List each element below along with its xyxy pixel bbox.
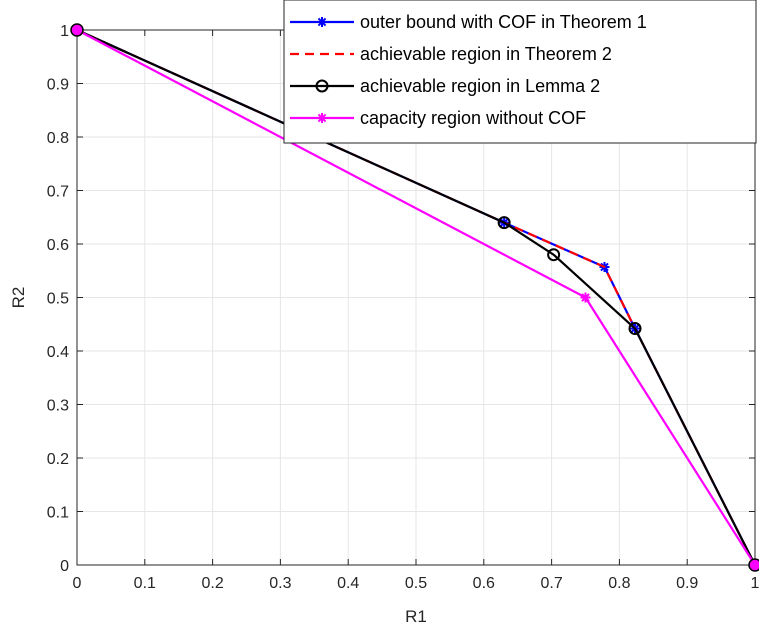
data-point: [547, 248, 561, 262]
x-tick-label: 0.3: [269, 575, 291, 592]
x-tick-label: 0.1: [134, 575, 156, 592]
legend-swatch-marker: [317, 113, 327, 123]
y-tick-label: 1: [60, 23, 69, 40]
legend-box: [283, 0, 757, 144]
legend-item: outer bound with COF in Theorem 1: [290, 12, 647, 32]
legend: outer bound with COF in Theorem 1 achieva…: [283, 0, 757, 144]
data-point: [497, 216, 511, 230]
y-axis-label: R2: [9, 287, 28, 309]
x-tick-label: 0.2: [201, 575, 223, 592]
data-point: [70, 23, 84, 37]
x-tick-label: 0.7: [540, 575, 562, 592]
x-tick-label: 0.4: [337, 575, 359, 592]
data-point: [580, 292, 591, 303]
legend-item: achievable region in Theorem 2: [290, 44, 612, 64]
legend-label: achievable region in Theorem 2: [360, 44, 612, 64]
legend-swatch-marker: [317, 17, 327, 27]
y-tick-label: 0.5: [47, 291, 69, 308]
y-tick-label: 0.9: [47, 77, 69, 94]
y-tick-label: 0: [60, 558, 69, 575]
x-tick-label: 0.8: [608, 575, 630, 592]
y-tick-label: 0.7: [47, 184, 69, 201]
legend-swatch-marker: [315, 79, 329, 93]
legend-item: capacity region without COF: [290, 108, 586, 128]
y-tick-label: 0.8: [47, 130, 69, 147]
legend-label: achievable region in Lemma 2: [360, 76, 600, 96]
axis-ticks: 0 0.1 0.2 0.3 0.4 0.5 0.6 0.7 0.8 0.9 1 0 0.1 0.2 0.3 0…: [47, 23, 759, 592]
legend-item: achievable region in Lemma 2: [290, 76, 600, 96]
x-tick-label: 0.9: [676, 575, 698, 592]
y-tick-label: 0.4: [47, 344, 69, 361]
y-tick-label: 0.6: [47, 237, 69, 254]
x-axis-label: R1: [405, 607, 427, 626]
endpoint-markers: [70, 23, 759, 572]
x-tick-label: 1: [751, 575, 759, 592]
legend-label: outer bound with COF in Theorem 1: [360, 12, 647, 32]
data-point: [748, 558, 759, 572]
y-tick-label: 0.1: [47, 505, 69, 522]
series-line: [76, 28, 756, 566]
legend-label: capacity region without COF: [360, 108, 586, 128]
x-tick-label: 0.6: [473, 575, 495, 592]
y-tick-label: 0.2: [47, 451, 69, 468]
x-tick-label: 0.5: [405, 575, 427, 592]
x-tick-label: 0: [73, 575, 82, 592]
data-point: [628, 322, 642, 336]
y-tick-label: 0.3: [47, 398, 69, 415]
series-lines: [70, 23, 759, 572]
